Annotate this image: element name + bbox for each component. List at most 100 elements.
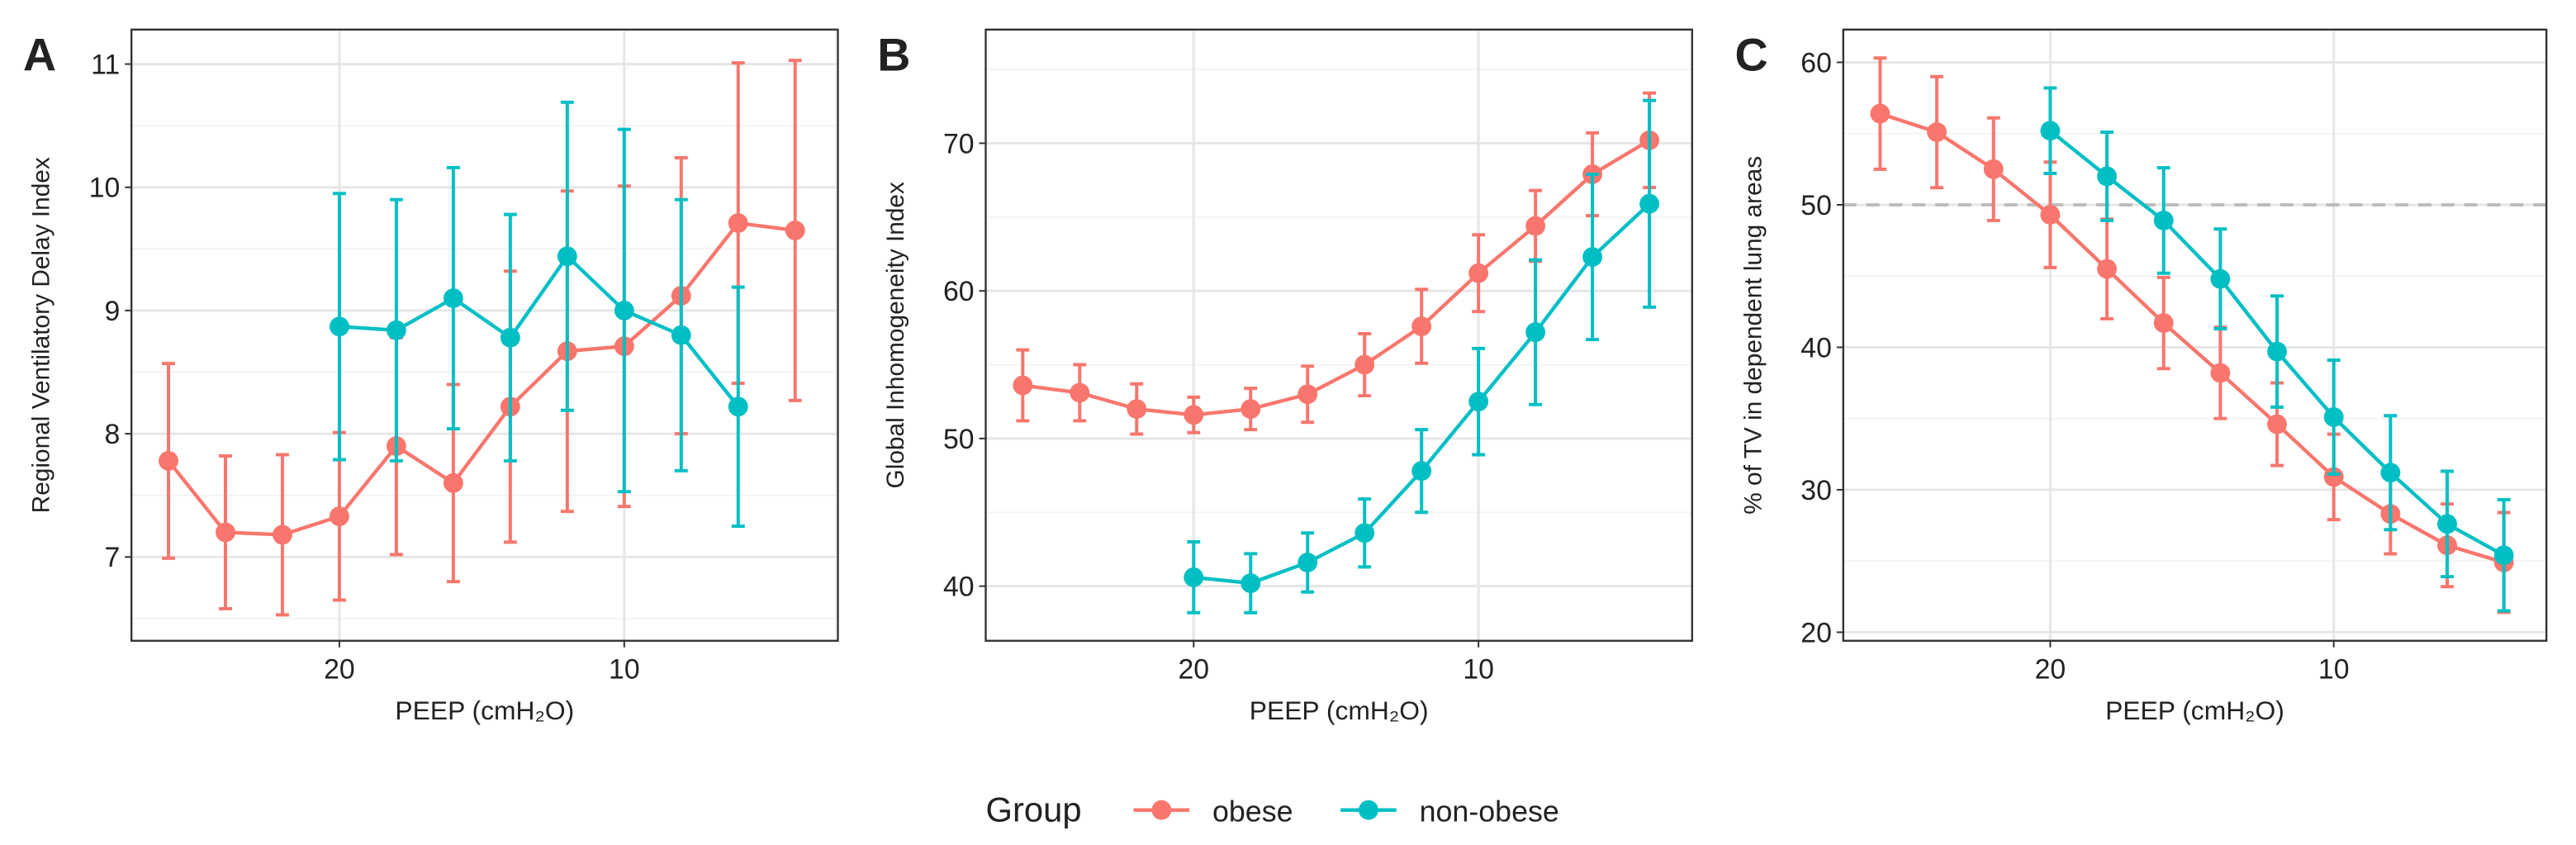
y-tick-label: 70 (943, 128, 975, 159)
data-point (1184, 405, 1204, 425)
data-point (728, 396, 748, 417)
data-point (500, 327, 520, 348)
legend-item: obese (1133, 795, 1293, 828)
data-point (1983, 159, 2004, 179)
plot-border (1842, 28, 2548, 642)
panel-label: B (877, 30, 910, 81)
data-point (2267, 341, 2287, 362)
data-point (671, 325, 691, 345)
data-point (1070, 382, 1090, 403)
data-point (1525, 216, 1546, 236)
x-tick-label: 10 (2318, 654, 2350, 686)
plot-background (1843, 29, 2547, 641)
data-point (2210, 363, 2231, 383)
data-point (216, 522, 235, 543)
legend-key-point (1151, 800, 1172, 820)
data-point (1411, 461, 1432, 482)
data-point (2040, 121, 2061, 141)
data-point (159, 451, 178, 471)
y-tick-label: 50 (943, 424, 975, 455)
plot-border (130, 28, 839, 642)
y-tick-label: 60 (943, 276, 975, 307)
y-axis-title: Global Inhomogeneity Index (882, 182, 909, 489)
panel-label: A (23, 30, 56, 81)
data-point (1354, 354, 1375, 375)
data-point (1639, 193, 1660, 214)
y-tick-label: 60 (1800, 47, 1832, 78)
series-line (339, 253, 740, 408)
data-point (2040, 205, 2061, 225)
y-tick-label: 50 (1800, 190, 1832, 221)
data-point (329, 316, 349, 337)
data-point (1525, 322, 1546, 343)
plot-background (985, 29, 1692, 641)
series (1013, 91, 1660, 436)
y-axis-title: Regional Ventilatory Delay Index (28, 157, 55, 513)
data-point (1582, 247, 1603, 267)
y-tick-label: 30 (1800, 475, 1832, 506)
y-tick-label: 8 (104, 419, 120, 450)
data-point (2267, 414, 2287, 434)
plot-background (131, 29, 838, 641)
x-tick-label: 10 (609, 654, 640, 686)
data-point (386, 320, 406, 340)
data-point (1127, 399, 1147, 420)
data-point (1927, 122, 1947, 142)
panel-label: C (1735, 30, 1768, 81)
x-tick-label: 20 (1178, 654, 1209, 686)
y-tick-label: 10 (89, 173, 121, 204)
data-point (557, 246, 577, 267)
legend-key-point (1359, 800, 1378, 820)
y-tick-label: 11 (91, 50, 120, 81)
series-line (1879, 112, 2505, 564)
data-point (2097, 166, 2118, 187)
data-point (1411, 316, 1432, 336)
data-point (1297, 553, 1318, 572)
y-tick-label: 9 (104, 296, 120, 327)
y-tick-label: 7 (104, 542, 120, 573)
data-point (1468, 263, 1489, 283)
legend-item: non-obese (1340, 795, 1559, 828)
data-point (443, 472, 463, 493)
data-point (273, 525, 292, 545)
data-point (443, 288, 463, 308)
data-point (1184, 567, 1204, 587)
series (1184, 98, 1660, 615)
data-point (614, 301, 634, 320)
data-point (2437, 514, 2457, 534)
data-point (2153, 210, 2174, 230)
legend-title: Group (986, 790, 1082, 829)
data-point (1241, 573, 1261, 593)
x-axis-title: PEEP (cmH₂O) (2105, 695, 2284, 725)
y-axis-title: % of TV in dependent lung areas (1739, 156, 1767, 515)
x-axis-title: PEEP (cmH₂O) (395, 695, 574, 725)
data-point (1297, 384, 1318, 405)
data-point (2323, 407, 2344, 427)
data-point (785, 221, 805, 240)
data-point (2493, 545, 2514, 566)
x-tick-label: 10 (1463, 654, 1494, 686)
data-point (2210, 268, 2231, 289)
data-point (1241, 399, 1261, 420)
x-tick-label: 20 (324, 654, 355, 686)
data-point (2380, 463, 2401, 483)
data-point (1468, 392, 1489, 412)
legend-label: non-obese (1420, 795, 1559, 828)
data-point (329, 506, 349, 527)
series (2040, 86, 2514, 613)
plot-border (984, 28, 1694, 642)
data-point (1013, 375, 1033, 396)
data-point (1870, 103, 1890, 124)
data-point (1354, 523, 1375, 544)
y-tick-label: 40 (1800, 332, 1832, 363)
y-tick-label: 40 (943, 572, 975, 603)
data-point (2153, 313, 2174, 334)
series (329, 100, 748, 529)
data-point (728, 213, 748, 233)
x-tick-label: 20 (2035, 654, 2066, 686)
data-point (2097, 259, 2118, 279)
series-line (1022, 138, 1651, 417)
x-axis-title: PEEP (cmH₂O) (1250, 695, 1429, 725)
